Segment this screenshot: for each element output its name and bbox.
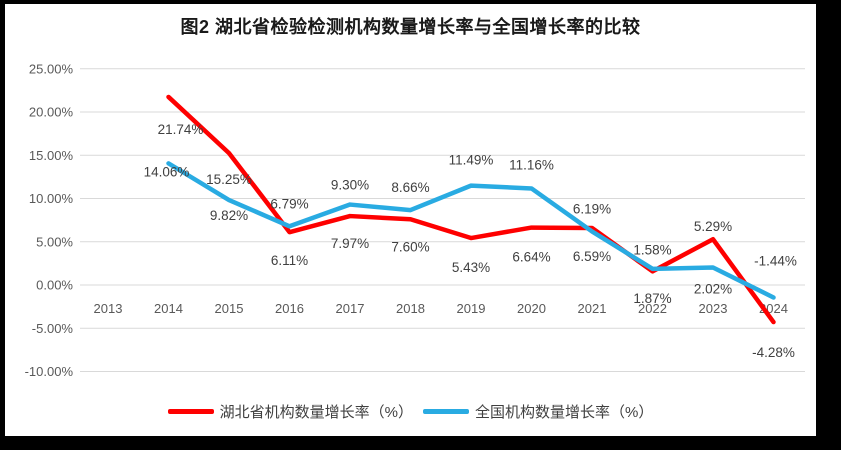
x-axis-year-label: 2018 (396, 301, 425, 316)
legend-label-national: 全国机构数量增长率（%） (475, 404, 654, 421)
data-label-hubei: 6.64% (512, 250, 550, 265)
x-axis-year-label: 2021 (578, 301, 607, 316)
data-label-hubei: 21.74% (158, 122, 204, 137)
data-label-national: -1.44% (754, 253, 797, 268)
data-label-national: 11.16% (509, 157, 554, 172)
x-axis-year-label: 2020 (517, 301, 546, 316)
x-axis-year-label: 2013 (94, 301, 123, 316)
legend-label-hubei: 湖北省机构数量增长率（%） (219, 404, 413, 421)
legend-item-hubei: 湖北省机构数量增长率（%） (167, 401, 413, 422)
y-axis-tick-label: 20.00% (29, 105, 74, 120)
data-label-hubei: 15.25% (206, 172, 252, 187)
y-axis-tick-label: 5.00% (36, 234, 73, 249)
y-axis-tick-label: -10.00% (25, 364, 74, 379)
legend: 湖北省机构数量增长率（%） 全国机构数量增长率（%） (5, 401, 816, 422)
x-axis-year-label: 2017 (336, 301, 365, 316)
x-axis-year-label: 2014 (154, 301, 183, 316)
data-label-national: 2.02% (694, 282, 732, 297)
legend-swatch-hubei-line-icon (167, 409, 214, 414)
data-label-national: 6.19% (573, 201, 611, 216)
y-axis-tick-label: 10.00% (29, 191, 74, 206)
x-axis-year-label: 2015 (215, 301, 244, 316)
data-label-hubei: -4.28% (752, 345, 795, 360)
x-axis-year-label: 2023 (699, 301, 728, 316)
y-axis-tick-label: -5.00% (32, 321, 74, 336)
series-line-hubei (166, 94, 776, 325)
y-axis-tick-label: 15.00% (29, 148, 74, 163)
data-label-hubei: 5.43% (452, 260, 490, 275)
x-axis-year-label: 2022 (638, 301, 667, 316)
x-axis-year-label: 2016 (275, 301, 304, 316)
x-axis-year-label: 2019 (457, 301, 486, 316)
y-axis-tick-label: 25.00% (29, 61, 74, 76)
data-label-national: 9.30% (331, 178, 369, 193)
data-label-hubei: 6.59% (573, 249, 611, 264)
data-label-hubei: 7.60% (391, 239, 429, 254)
series-line-national (166, 161, 776, 300)
data-label-hubei: 5.29% (694, 219, 732, 234)
data-label-hubei: 1.58% (633, 242, 671, 257)
data-label-national: 9.82% (210, 208, 248, 223)
chart-canvas: 图2 湖北省检验检测机构数量增长率与全国增长率的比较 25.00% 20.00% 1… (5, 4, 816, 436)
chart-title: 图2 湖北省检验检测机构数量增长率与全国增长率的比较 (180, 17, 641, 37)
plot-area: 25.00% 20.00% 15.00% 10.00% 5.00% 0.00% -5.00%… (25, 61, 805, 379)
legend-item-national: 全国机构数量增长率（%） (423, 401, 653, 422)
data-label-national: 8.66% (391, 180, 429, 195)
data-label-hubei: 7.97% (331, 236, 369, 251)
legend-swatch-national-line-icon (423, 409, 469, 414)
y-axis-tick-label: 0.00% (36, 278, 73, 293)
data-label-hubei: 6.11% (271, 253, 308, 268)
data-label-national: 1.87% (633, 291, 671, 306)
data-label-national: 14.06% (144, 164, 190, 179)
data-label-national: 11.49% (449, 153, 494, 168)
data-label-national: 6.79% (270, 196, 308, 211)
